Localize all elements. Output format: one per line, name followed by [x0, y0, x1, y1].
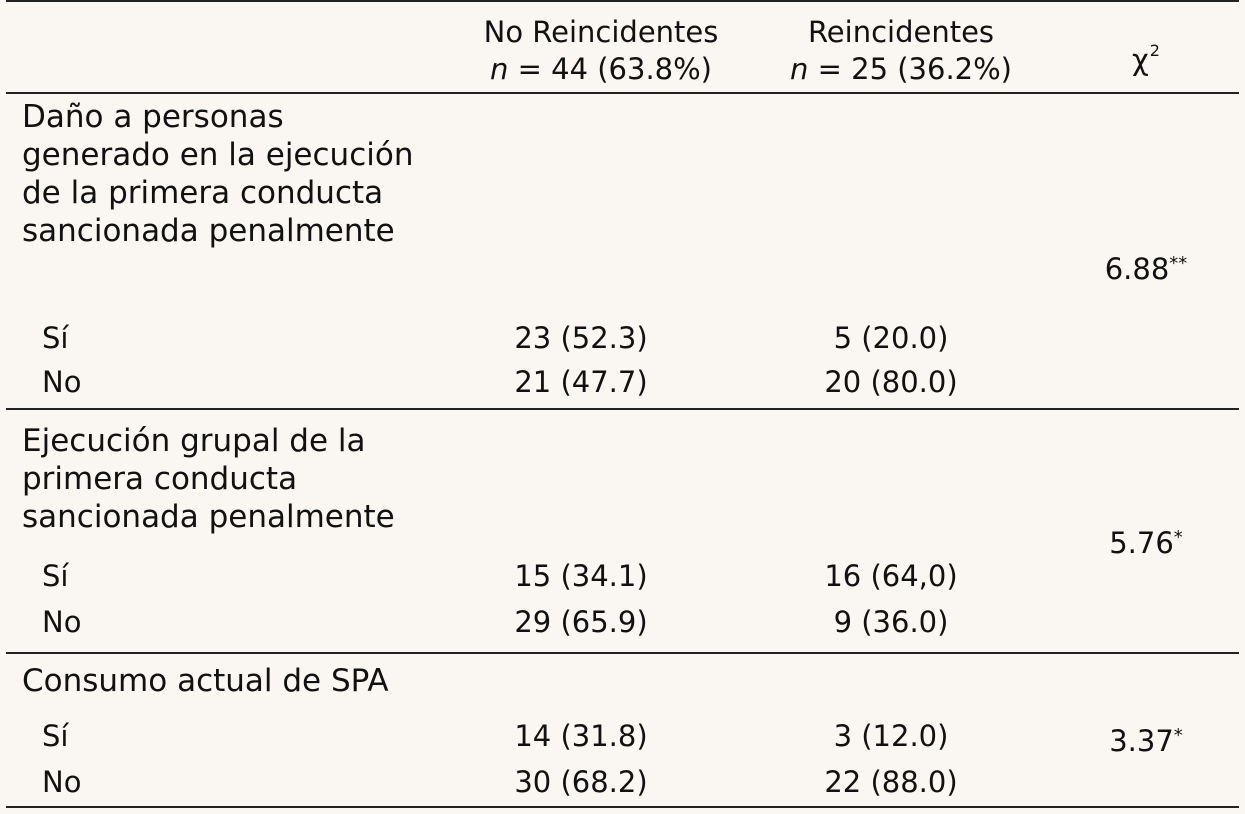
header-col2-n: n = 25 (36.2%): [746, 51, 1056, 88]
cell-no-reincidentes: 23 (52.3): [514, 321, 648, 355]
row-option: Sí: [42, 559, 69, 593]
cell-no-reincidentes: 14 (31.8): [514, 719, 648, 753]
chi-significance: *: [1173, 725, 1183, 746]
cell-no-reincidentes: 15 (34.1): [514, 559, 648, 593]
cell-no-reincidentes: 21 (47.7): [514, 365, 648, 399]
group-label: Ejecución grupal de la primera conducta …: [22, 423, 395, 535]
chi-exponent: 2: [1149, 41, 1160, 60]
header-col1-n-value: = 44 (63.8%): [517, 52, 712, 86]
cell-no-reincidentes: 30 (68.2): [514, 765, 648, 799]
row-option: No: [42, 365, 82, 399]
chi-value: 3.37: [1109, 724, 1174, 758]
group-label: Daño a personas generado en la ejecución…: [22, 99, 414, 249]
chi-value: 6.88: [1104, 252, 1170, 286]
chi-significance: **: [1169, 253, 1188, 274]
cell-reincidentes: 20 (80.0): [824, 365, 958, 399]
chi-significance: *: [1173, 527, 1183, 548]
header-col1-n: n = 44 (63.8%): [406, 51, 796, 88]
chi-square-value: 3.37*: [1086, 716, 1206, 761]
table-row: No 21 (47.7) 20 (80.0): [6, 362, 1239, 402]
header-col2-name: Reincidentes: [807, 15, 995, 49]
row-option: No: [42, 765, 82, 799]
table-group-consumo-spa: Consumo actual de SPA 3.37* Sí 14 (31.8)…: [6, 652, 1239, 808]
group-label: Consumo actual de SPA: [22, 663, 389, 699]
header-col1-name: No Reincidentes: [483, 15, 719, 49]
cell-reincidentes: 22 (88.0): [824, 765, 958, 799]
header-chi-square: χ2: [1086, 32, 1206, 79]
table-group-dano-personas: Daño a personas generado en la ejecución…: [6, 92, 1239, 410]
header-reincidentes: Reincidentes n = 25 (36.2%): [746, 14, 1056, 88]
chi-symbol: χ: [1132, 43, 1149, 77]
header-no-reincidentes: No Reincidentes n = 44 (63.8%): [406, 14, 796, 88]
table-row: Sí 14 (31.8) 3 (12.0): [6, 716, 1239, 756]
row-option: No: [42, 605, 82, 639]
chi-square-value: 5.76*: [1086, 518, 1206, 563]
header-col2-n-value: = 25 (36.2%): [817, 52, 1012, 86]
row-option: Sí: [42, 321, 69, 355]
cell-no-reincidentes: 29 (65.9): [514, 605, 648, 639]
header-col1-n-label: n: [490, 52, 509, 86]
cell-reincidentes: 9 (36.0): [833, 605, 949, 639]
cell-reincidentes: 5 (20.0): [833, 321, 949, 355]
chi-value: 5.76: [1109, 526, 1174, 560]
table-row: Sí 15 (34.1) 16 (64,0): [6, 556, 1239, 596]
row-option: Sí: [42, 719, 69, 753]
chi-square-value: 6.88**: [1086, 244, 1206, 289]
header-col2-n-label: n: [790, 52, 809, 86]
table-row: No 30 (68.2) 22 (88.0): [6, 762, 1239, 802]
cell-reincidentes: 3 (12.0): [833, 719, 949, 753]
table-group-ejecucion-grupal: Ejecución grupal de la primera conducta …: [6, 408, 1239, 654]
table-row: No 29 (65.9) 9 (36.0): [6, 602, 1239, 642]
table-header: No Reincidentes n = 44 (63.8%) Reinciden…: [6, 2, 1239, 94]
data-table: No Reincidentes n = 44 (63.8%) Reinciden…: [6, 0, 1239, 814]
cell-reincidentes: 16 (64,0): [824, 559, 958, 593]
table-row: Sí 23 (52.3) 5 (20.0): [6, 318, 1239, 358]
